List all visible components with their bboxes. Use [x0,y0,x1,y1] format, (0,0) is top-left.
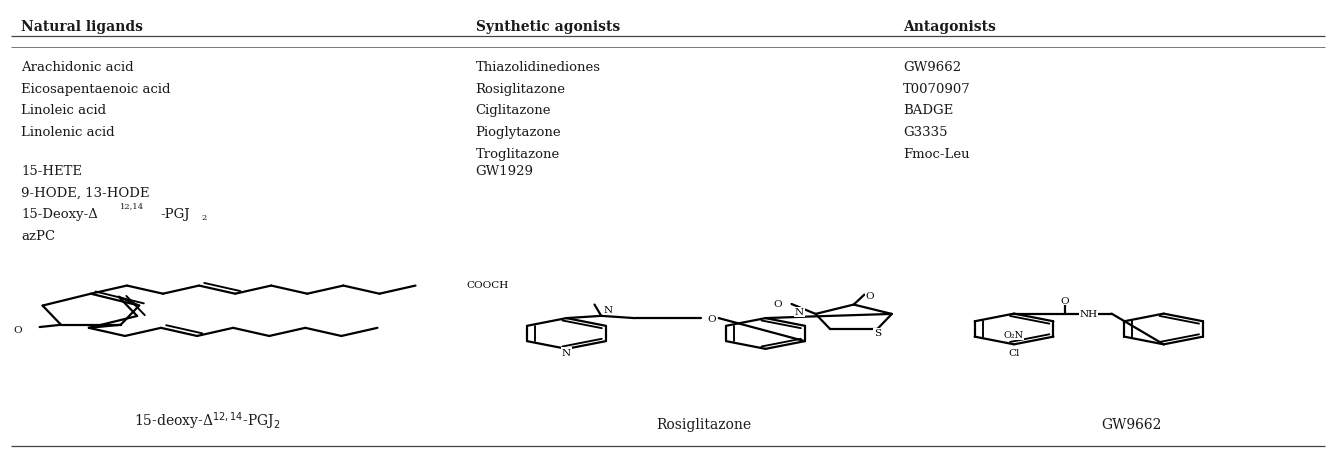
Text: Troglitazone: Troglitazone [476,147,560,161]
Text: 12,14: 12,14 [120,202,144,210]
Text: O: O [774,300,783,309]
Text: azPC: azPC [21,230,56,243]
Text: -PGJ: -PGJ [160,208,190,221]
Text: COOCH: COOCH [466,280,509,289]
Text: Natural ligands: Natural ligands [21,20,143,34]
Text: T0070907: T0070907 [903,83,971,96]
Text: 9-HODE, 13-HODE: 9-HODE, 13-HODE [21,186,150,199]
Text: Thiazolidinediones: Thiazolidinediones [476,61,601,74]
Text: 15-deoxy-$\mathregular{\Delta}^{12,14}$-PGJ$_2$: 15-deoxy-$\mathregular{\Delta}^{12,14}$-… [134,409,281,431]
Text: BADGE: BADGE [903,104,954,117]
Text: GW9662: GW9662 [1101,417,1162,431]
Text: Linolenic acid: Linolenic acid [21,126,115,139]
Text: Cl: Cl [1009,348,1019,357]
Text: Rosiglitazone: Rosiglitazone [656,417,752,431]
Text: G3335: G3335 [903,126,947,139]
Text: GW1929: GW1929 [476,165,533,178]
Text: Eicosapentaenoic acid: Eicosapentaenoic acid [21,83,171,96]
Text: Pioglytazone: Pioglytazone [476,126,561,139]
Text: Synthetic agonists: Synthetic agonists [476,20,620,34]
Text: Linoleic acid: Linoleic acid [21,104,107,117]
Text: Fmoc-Leu: Fmoc-Leu [903,147,970,161]
Text: O: O [708,314,716,323]
Text: Arachidonic acid: Arachidonic acid [21,61,134,74]
Text: NH: NH [1079,309,1098,318]
Text: 15-Deoxy-Δ: 15-Deoxy-Δ [21,208,99,221]
Text: O: O [13,325,23,334]
Text: O: O [866,291,874,300]
Text: N: N [604,305,612,314]
Text: Rosiglitazone: Rosiglitazone [476,83,565,96]
Text: N: N [562,348,570,357]
Text: O: O [1061,296,1069,305]
Text: O₂N: O₂N [1003,331,1023,340]
Text: 2: 2 [202,213,207,221]
Text: N: N [795,308,804,317]
Text: GW9662: GW9662 [903,61,962,74]
Text: 15-HETE: 15-HETE [21,165,83,178]
Text: Ciglitazone: Ciglitazone [476,104,552,117]
Text: S: S [874,328,880,337]
Text: Antagonists: Antagonists [903,20,997,34]
